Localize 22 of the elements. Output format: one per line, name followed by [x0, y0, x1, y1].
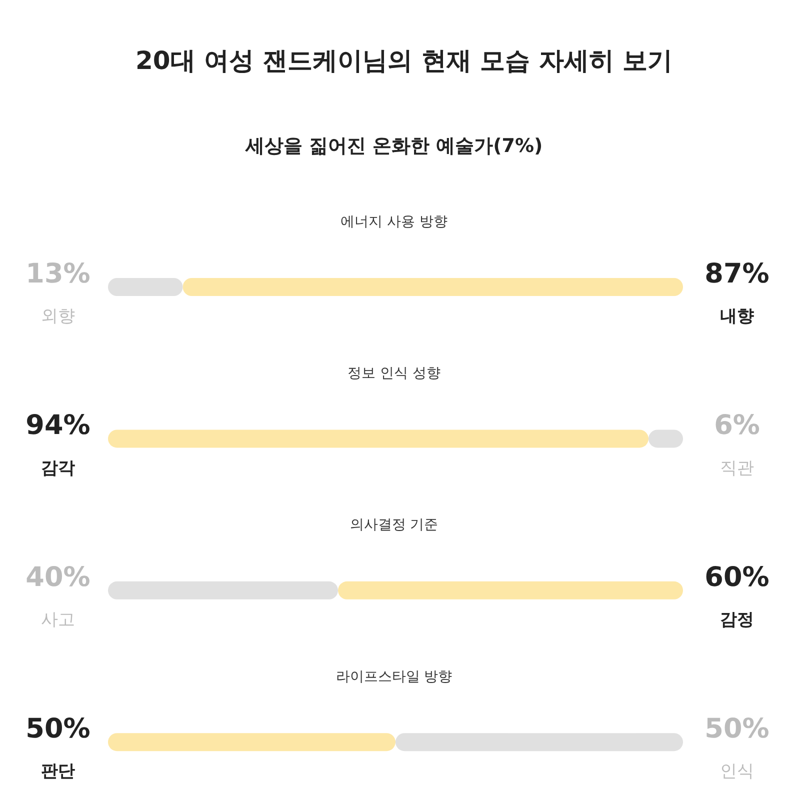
data-label: 60%	[704, 562, 770, 593]
text: 감각	[41, 458, 75, 478]
chart-subtitle: 세상을 짊어진 온화한 예술가(7%)	[244, 135, 543, 158]
text: 판단	[41, 762, 75, 782]
data-label: 40%	[26, 562, 90, 593]
text: 감정	[720, 610, 754, 630]
text: 내향	[720, 306, 754, 327]
y-tick-label: 정보 인식 성향	[348, 366, 440, 382]
text: 사고	[41, 610, 75, 630]
y-tick-label: 의사결정 기준	[350, 517, 438, 534]
data-label: 87%	[704, 258, 770, 290]
y-tick-label: 라이프스타일 방향	[336, 668, 452, 685]
chart-title: 20대 여성 잰드케이님의 현재 모습 자세히 보기	[135, 46, 673, 75]
text: 인식	[720, 762, 754, 782]
data-label: 50%	[26, 713, 90, 744]
data-label: 13%	[26, 258, 90, 290]
y-tick-label: 에너지 사용 방향	[340, 214, 448, 230]
data-label: 6%	[714, 410, 760, 442]
data-label: 94%	[26, 410, 90, 442]
text: 외향	[41, 306, 75, 327]
text: 직관	[720, 458, 754, 478]
data-label: 50%	[704, 713, 770, 744]
